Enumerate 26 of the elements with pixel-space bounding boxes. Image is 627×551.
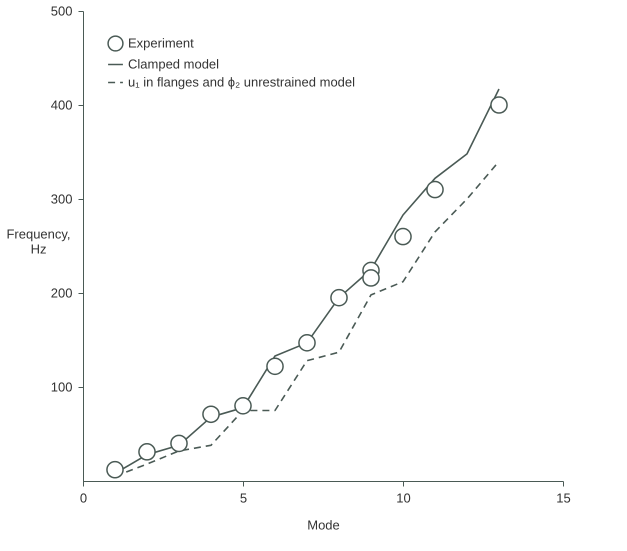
y-tick-label: 200: [50, 286, 72, 300]
y-tick-label: 400: [50, 98, 72, 112]
x-tick-label: 15: [556, 490, 571, 506]
point: [170, 434, 188, 452]
legend-label: u₁ in flanges and ϕ₂ unrestrained model: [128, 74, 356, 90]
x-tick-label: 5: [240, 490, 248, 506]
legend-label: Clamped model: [128, 56, 220, 72]
legend-label: Experiment: [128, 36, 194, 50]
point: [298, 334, 316, 352]
point: [362, 269, 380, 287]
point: [490, 96, 508, 114]
point: [234, 397, 252, 415]
point: [394, 228, 412, 246]
point: [426, 180, 444, 198]
x-tick-label: 10: [396, 490, 411, 506]
point: [266, 358, 284, 376]
y-axis-title: Frequency, Hz: [6, 226, 71, 256]
point: [106, 460, 124, 479]
y-tick-label: 300: [50, 192, 72, 206]
x-tick-label: 0: [80, 490, 88, 506]
point: [138, 443, 156, 461]
y-tick-label: 100: [50, 380, 72, 394]
point: [202, 405, 220, 424]
x-axis-title: Mode: [307, 518, 340, 532]
y-tick-label: 500: [50, 4, 72, 18]
point: [330, 288, 348, 306]
